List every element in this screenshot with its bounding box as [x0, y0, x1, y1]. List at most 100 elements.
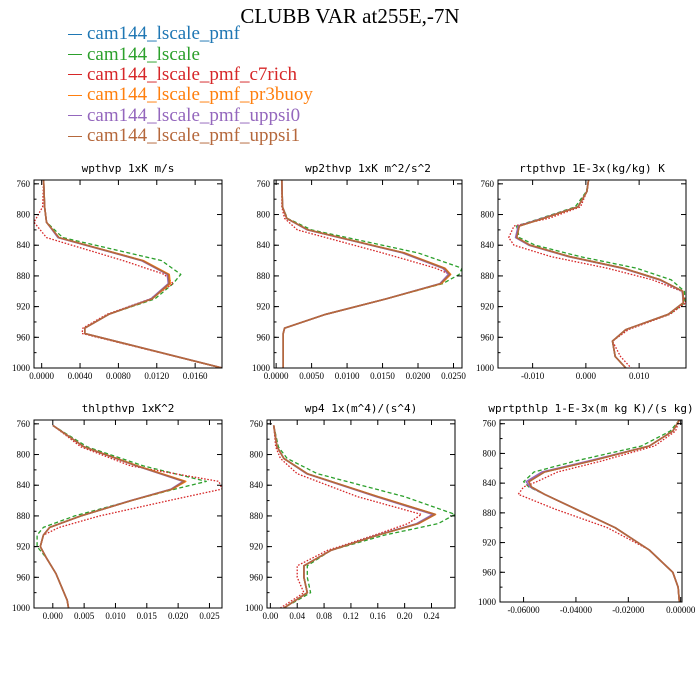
x-tick-label: -0.010	[521, 371, 545, 381]
series-line	[39, 424, 222, 608]
legend-entry: cam144_lscale_pmf	[68, 24, 313, 44]
series-line	[272, 425, 436, 608]
series-line	[39, 424, 186, 608]
series-line	[34, 180, 222, 368]
series-line	[525, 420, 681, 602]
y-tick-label: 920	[17, 542, 31, 552]
plot-title: wp2thvp 1xK m^2/s^2	[305, 162, 431, 175]
y-tick-label: 880	[481, 271, 495, 281]
legend-label: cam144_lscale_pmf_pr3buoy	[87, 84, 313, 106]
series-line	[515, 180, 685, 368]
x-tick-label: 0.0160	[183, 371, 208, 381]
chart-panel: thlpthvp 1xK^2 760 800 840 880 920 960 1000 0.00…	[12, 402, 223, 621]
series-line	[39, 424, 186, 608]
x-tick-label: 0.00	[262, 611, 278, 621]
x-tick-label: 0.0120	[144, 371, 169, 381]
series-line	[39, 424, 187, 608]
series-line	[281, 180, 450, 368]
plot-title: rtpthvp 1E-3x(kg/kg) K	[519, 162, 665, 175]
x-tick-label: 0.08	[316, 611, 332, 621]
y-tick-label: 1000	[12, 363, 31, 373]
chart-panel: wp4 1x(m^4)/(s^4)76080084088092096010000…	[245, 402, 456, 621]
series-line	[36, 424, 207, 608]
series-group	[508, 180, 686, 368]
x-tick-label: 0.0000	[264, 371, 289, 381]
y-tick-label: 880	[257, 271, 271, 281]
plot-frame	[499, 419, 683, 603]
series-line	[42, 180, 222, 368]
y-tick-label: 800	[17, 210, 31, 220]
x-tick-label: 0.00000	[666, 605, 696, 615]
series-line	[527, 420, 681, 602]
y-tick-label: 960	[250, 572, 264, 582]
legend-label: cam144_lscale_pmf_uppsi0	[87, 104, 301, 126]
legend-swatch	[68, 33, 82, 35]
x-tick-label: 0.12	[343, 611, 359, 621]
y-tick-label: 920	[257, 302, 271, 312]
y-tick-label: 800	[250, 450, 264, 460]
series-line	[514, 180, 685, 368]
y-tick-label: 840	[17, 480, 31, 490]
y-tick-label: 840	[481, 240, 495, 250]
series-line	[281, 180, 451, 368]
y-tick-label: 840	[257, 240, 271, 250]
y-tick-label: 1000	[476, 363, 495, 373]
plot-frame	[33, 419, 223, 609]
legend-swatch	[68, 115, 82, 117]
chart-panel: wpthvp 1xK m/s76080084088092096010000.00…	[12, 162, 223, 381]
series-line	[508, 180, 686, 368]
y-tick-label: 920	[17, 302, 31, 312]
y-tick-label: 960	[17, 332, 31, 342]
legend-label: cam144_lscale_pmf_c7rich	[87, 63, 297, 85]
x-tick-label: 0.16	[370, 611, 386, 621]
series-line	[527, 420, 681, 602]
series-line	[517, 420, 681, 602]
series-group	[272, 425, 455, 608]
y-tick-label: 960	[257, 332, 271, 342]
legend-entry: cam144_lscale_pmf_uppsi1	[68, 126, 313, 146]
legend-entry: cam144_lscale_pmf_pr3buoy	[68, 85, 313, 105]
y-tick-label: 880	[483, 508, 497, 518]
series-line	[42, 180, 222, 368]
series-line	[281, 180, 462, 368]
legend-label: cam144_lscale_pmf_uppsi1	[87, 125, 301, 147]
x-tick-label: 0.015	[137, 611, 158, 621]
series-line	[273, 425, 455, 608]
series-line	[281, 180, 452, 368]
series-line	[273, 425, 423, 608]
legend-swatch	[68, 135, 82, 137]
y-tick-label: 960	[17, 572, 31, 582]
x-tick-label: 0.0040	[68, 371, 93, 381]
plot-title: wpthvp 1xK m/s	[82, 162, 175, 175]
legend-swatch	[68, 54, 82, 56]
x-tick-label: 0.0250	[441, 371, 466, 381]
legend-swatch	[68, 94, 82, 96]
y-tick-label: 800	[483, 448, 497, 458]
series-group	[34, 180, 222, 368]
y-tick-label: 840	[17, 240, 31, 250]
x-tick-label: 0.0200	[406, 371, 431, 381]
plot-title: wprtpthlp 1-E-3x(m kg K)/(s kg)	[488, 402, 693, 415]
x-tick-label: 0.20	[397, 611, 413, 621]
x-tick-label: 0.0000	[29, 371, 54, 381]
legend: cam144_lscale_pmf cam144_lscale cam144_l…	[68, 24, 313, 146]
y-tick-label: 800	[257, 210, 271, 220]
series-line	[515, 180, 685, 368]
x-tick-label: 0.0150	[370, 371, 395, 381]
y-tick-label: 880	[250, 511, 264, 521]
x-tick-label: 0.010	[105, 611, 126, 621]
y-tick-label: 760	[250, 419, 264, 429]
legend-label: cam144_lscale	[87, 43, 200, 65]
figure-title: CLUBB VAR at255E,-7N	[240, 4, 460, 28]
y-tick-label: 800	[17, 450, 31, 460]
x-tick-label: 0.005	[74, 611, 95, 621]
x-tick-label: 0.000	[576, 371, 597, 381]
series-line	[515, 180, 685, 368]
x-tick-label: 0.04	[289, 611, 305, 621]
y-tick-label: 840	[250, 480, 264, 490]
chart-panel: wprtpthlp 1-E-3x(m kg K)/(s kg) 760 800 840…	[478, 402, 696, 615]
x-tick-label: 0.010	[629, 371, 650, 381]
x-tick-label: -0.04000	[560, 605, 593, 615]
x-tick-label: 0.24	[424, 611, 440, 621]
plot-title: thlpthvp 1xK^2	[82, 402, 175, 415]
